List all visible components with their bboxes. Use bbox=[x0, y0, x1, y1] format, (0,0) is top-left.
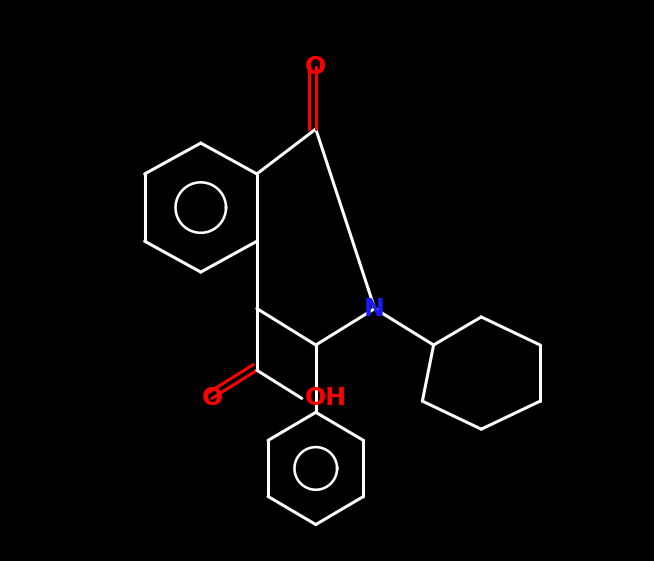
Text: N: N bbox=[364, 297, 385, 320]
Text: O: O bbox=[305, 56, 326, 79]
Text: OH: OH bbox=[305, 387, 347, 410]
Text: O: O bbox=[201, 387, 222, 410]
